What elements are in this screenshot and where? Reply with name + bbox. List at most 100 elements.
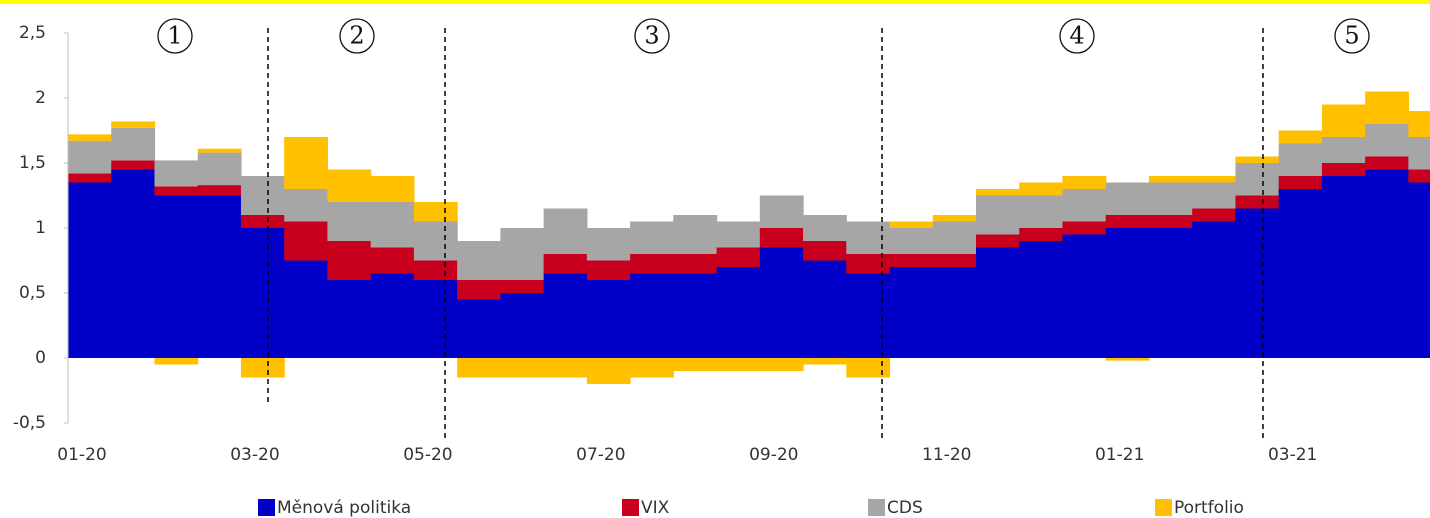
bar-segment	[500, 280, 545, 293]
bar-segment	[1235, 163, 1280, 196]
bar-segment	[1365, 156, 1409, 170]
bar-segment	[1019, 182, 1064, 196]
bar-segment	[586, 358, 631, 384]
bar-segment	[889, 267, 934, 358]
bar-segment	[111, 127, 156, 161]
bar-segment	[846, 221, 891, 254]
bar-segment	[803, 260, 847, 358]
top-border	[0, 0, 1430, 4]
bar-segment	[716, 221, 761, 248]
bar-segment	[932, 254, 977, 267]
legend-label: Portfolio	[1174, 498, 1244, 518]
legend-label: VIX	[641, 498, 670, 518]
phase-label: 5	[1344, 22, 1359, 50]
bar-segment	[716, 247, 761, 267]
bar-segment	[68, 140, 112, 174]
y-tick-label: 2	[35, 88, 46, 108]
bar-segment	[716, 358, 761, 371]
bar-segment	[759, 247, 804, 358]
bar-segment	[630, 273, 674, 358]
bar-segment	[1408, 111, 1430, 137]
bar-segment	[630, 221, 674, 254]
bar-segment	[413, 202, 458, 222]
bar-segment	[327, 280, 372, 358]
phase-circle	[1059, 18, 1095, 54]
y-tick-label: 0,5	[19, 283, 46, 303]
bar-segment	[197, 152, 242, 186]
legend-swatch	[868, 499, 885, 516]
bar-segment	[673, 254, 718, 274]
bar-segment	[1365, 169, 1409, 358]
x-tick-label: 03-21	[1268, 445, 1317, 465]
bar-segment	[1019, 195, 1064, 228]
phase-circle	[157, 18, 193, 54]
bar-segment	[284, 189, 329, 222]
x-tick-label: 07-20	[576, 445, 625, 465]
bar-segment	[370, 247, 415, 274]
bar-segment	[327, 202, 372, 241]
phase-circle	[339, 18, 375, 54]
y-tick-label: 0	[35, 348, 46, 368]
bar-segment	[759, 195, 804, 228]
bar-segment	[111, 121, 156, 128]
phase-label: 4	[1069, 22, 1084, 50]
bar-segment	[154, 195, 199, 358]
bar-segment	[1062, 221, 1107, 235]
bar-segment	[457, 241, 501, 280]
bar-segment	[1235, 208, 1280, 358]
bar-segment	[846, 358, 891, 378]
bar-segment	[543, 254, 588, 274]
bar-segment	[1365, 124, 1409, 157]
bar-segment	[1148, 176, 1193, 183]
bar-segment	[1408, 182, 1430, 358]
bar-segment	[1278, 189, 1323, 358]
bar-segment	[1148, 182, 1193, 215]
bar-segment	[586, 228, 631, 261]
bar-segment	[976, 195, 1020, 235]
bar-segment	[68, 134, 112, 141]
bar-segment	[1321, 137, 1366, 163]
bar-segment	[803, 241, 847, 261]
bar-segment	[586, 260, 631, 280]
bar-segment	[1408, 169, 1430, 183]
bar-segment	[586, 280, 631, 358]
bar-segment	[1192, 208, 1237, 222]
bar-segment	[457, 299, 501, 358]
phase-label: 1	[167, 22, 182, 50]
bar-segment	[197, 148, 242, 153]
bar-segment	[846, 254, 891, 274]
bar-segment	[976, 234, 1020, 248]
x-tick-label: 03-20	[230, 445, 279, 465]
bar-segment	[240, 176, 285, 215]
bar-segment	[154, 186, 199, 196]
bar-segment	[240, 358, 285, 378]
legend-label: CDS	[887, 498, 923, 518]
bar-segment	[673, 358, 718, 371]
bar-segment	[1192, 221, 1237, 358]
bar-segment	[68, 173, 112, 183]
bar-segment	[154, 358, 199, 365]
bar-segment	[1062, 234, 1107, 358]
bar-segment	[889, 228, 934, 254]
bar-segment	[413, 280, 458, 358]
bar-segment	[803, 358, 847, 365]
bar-segment	[543, 358, 588, 378]
bar-segment	[543, 208, 588, 254]
bar-segment	[457, 358, 501, 378]
plot	[68, 91, 1430, 384]
bar-segment	[889, 221, 934, 228]
bar-segment	[1278, 130, 1323, 144]
bar-segment	[500, 358, 545, 378]
legend-label: Měnová politika	[277, 498, 411, 518]
bar-segment	[1365, 91, 1409, 124]
bar-segment	[673, 215, 718, 254]
phase-circle	[1334, 18, 1370, 54]
bar-segment	[1192, 182, 1237, 209]
bar-segment	[111, 169, 156, 358]
bar-segment	[932, 267, 977, 358]
bar-segment	[1105, 228, 1150, 358]
bar-segment	[284, 137, 329, 189]
x-tick-label: 01-21	[1095, 445, 1144, 465]
bar-segment	[457, 280, 501, 300]
y-tick-label: 1,5	[19, 153, 46, 173]
